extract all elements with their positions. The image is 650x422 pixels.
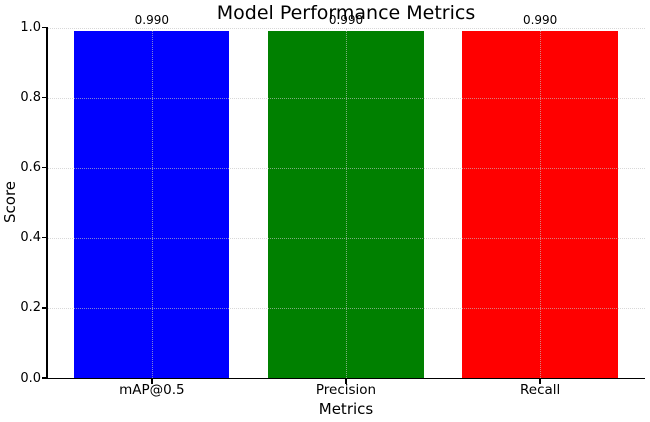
vertical-gridline: [346, 27, 347, 378]
y-tick-label: 0.8: [20, 90, 41, 106]
y-axis-spine: [46, 27, 48, 379]
y-tick-mark: [41, 307, 46, 309]
x-tick-label: Recall: [520, 382, 561, 398]
vertical-gridline: [151, 27, 153, 378]
y-axis-label: Score: [1, 180, 19, 224]
y-tick-label: 0.0: [20, 370, 41, 386]
chart-title: Model Performance Metrics: [216, 2, 476, 24]
y-tick-mark: [41, 237, 46, 239]
y-tick-mark: [41, 377, 46, 379]
y-tick-label: 0.6: [20, 160, 41, 176]
y-tick-mark: [41, 167, 46, 169]
bar-value-label: 0.990: [522, 13, 558, 27]
horizontal-gridline: [47, 167, 645, 169]
x-tick-label: mAP@0.5: [119, 382, 185, 398]
y-tick-label: 0.2: [20, 300, 41, 316]
x-tick-mark: [539, 379, 541, 384]
x-tick-mark: [151, 379, 153, 384]
bar-value-label: 0.990: [328, 13, 364, 27]
x-tick-label: Precision: [315, 382, 377, 398]
bar-mAP@0.5: [74, 31, 230, 378]
y-tick-label: 0.4: [20, 230, 41, 246]
x-axis-label: Metrics: [318, 400, 374, 418]
y-tick-mark: [41, 96, 46, 99]
horizontal-gridline: [47, 237, 645, 239]
x-tick-mark: [345, 379, 347, 384]
bar-value-label: 0.990: [134, 13, 170, 27]
bar-Precision: [268, 31, 424, 378]
horizontal-gridline: [47, 307, 645, 309]
horizontal-gridline: [47, 97, 645, 99]
horizontal-gridline: [47, 27, 645, 29]
y-tick-mark: [41, 26, 46, 29]
x-axis-spine: [46, 377, 645, 380]
vertical-gridline: [540, 27, 542, 378]
y-tick-label: 1.0: [20, 20, 41, 35]
